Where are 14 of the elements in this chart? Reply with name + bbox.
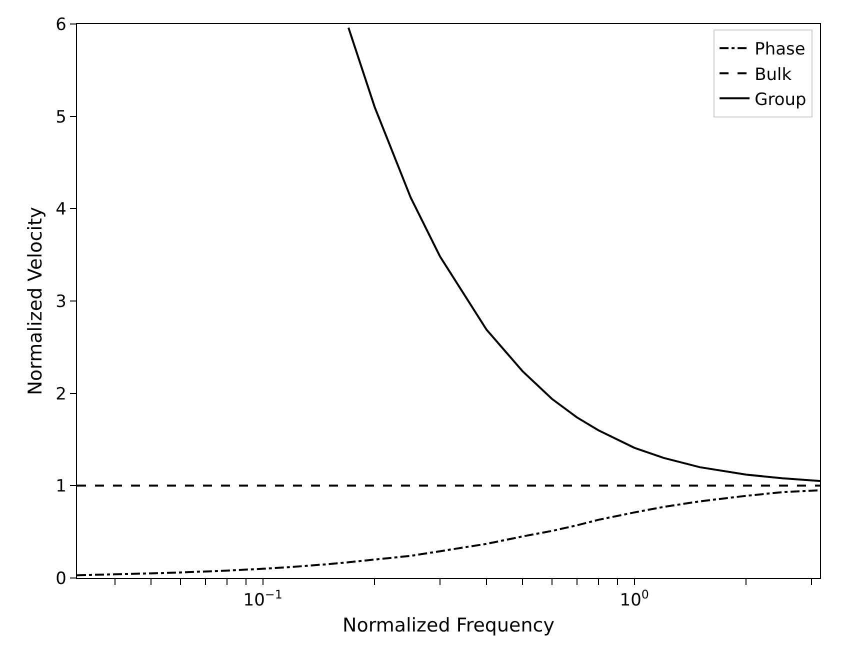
y-tick-label: 2 <box>56 384 66 404</box>
y-tick-label: 4 <box>56 200 66 220</box>
x-tick-label: 10$^{−1}$ <box>243 587 282 611</box>
y-tick-label: 0 <box>56 568 66 589</box>
y-tick-label: 3 <box>56 292 66 312</box>
x-axis-title: Normalized Frequency <box>342 614 554 636</box>
x-tick-label: 10$^{0}$ <box>620 587 649 611</box>
legend-label: Group <box>754 90 806 110</box>
legend-label: Bulk <box>754 64 792 85</box>
y-tick-label: 6 <box>56 14 66 35</box>
legend-label: Phase <box>754 40 806 60</box>
y-tick-label: 5 <box>56 107 66 128</box>
y-axis-title: Normalized Velocity <box>24 206 46 396</box>
y-tick-label: 1 <box>56 476 66 497</box>
